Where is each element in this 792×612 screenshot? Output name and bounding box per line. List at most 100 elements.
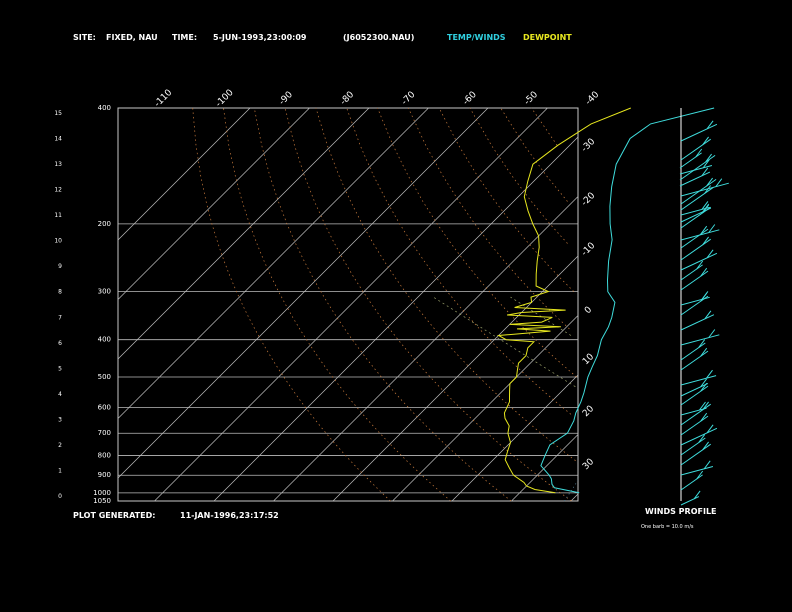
pressure-tick-label: 1000 xyxy=(93,489,111,497)
wind-barb xyxy=(680,466,714,476)
wind-barb xyxy=(680,238,711,261)
height-tick-label: 13 xyxy=(54,161,62,168)
wind-barb-flag xyxy=(700,378,707,388)
wind-barb xyxy=(680,437,706,456)
dry-adiabat-line xyxy=(223,107,452,502)
wind-barb-flag xyxy=(700,292,708,302)
wind-barb-flag xyxy=(702,441,709,451)
wind-barb-flag xyxy=(705,153,712,163)
top-temperature-tick-label: -80 xyxy=(339,90,357,108)
isotherm-line xyxy=(117,107,370,360)
wind-barb xyxy=(680,427,718,446)
isotherm-line xyxy=(117,107,310,300)
top-temperature-tick-label: -60 xyxy=(461,90,479,108)
plot-generated-label: PLOT GENERATED: xyxy=(73,511,155,520)
wind-barb xyxy=(680,342,706,361)
height-tick-label: 9 xyxy=(58,263,62,270)
wind-barb xyxy=(680,264,703,281)
profile-series xyxy=(496,107,715,494)
wind-barb xyxy=(680,415,709,436)
pressure-tick-label: 600 xyxy=(98,403,111,411)
dry-adiabat-line xyxy=(377,107,577,378)
wind-barb-flag xyxy=(708,329,716,338)
wind-barb-flag xyxy=(706,120,714,130)
plot-generated-value: 11-JAN-1996,23:17:52 xyxy=(180,511,279,520)
plot-area xyxy=(117,107,715,502)
isotherm-line xyxy=(117,107,251,241)
wind-barb-flag xyxy=(702,159,710,169)
isotherm-line xyxy=(154,107,548,502)
dry-adiabat-line xyxy=(284,107,572,502)
wind-barb xyxy=(680,295,709,316)
wind-barb-flag xyxy=(708,224,716,233)
right-temperature-tick-label: 0 xyxy=(583,305,594,316)
right-temperature-axis: -30 -20 -10 0 10 20 30 xyxy=(580,137,598,473)
site-value: FIXED, NAU xyxy=(106,33,158,42)
right-temperature-tick-label: 30 xyxy=(581,457,596,472)
wind-barb-flag xyxy=(700,412,708,422)
height-tick-label: 1 xyxy=(58,467,62,474)
wind-barb xyxy=(680,228,709,249)
wind-barb-flag xyxy=(696,260,704,270)
height-tick-label: 8 xyxy=(58,289,62,296)
top-temperature-tick-label: -110 xyxy=(153,88,175,110)
wind-barb xyxy=(679,165,713,175)
pressure-tick-label: 200 xyxy=(98,220,111,228)
wind-barb-flag xyxy=(706,177,713,187)
wind-barb xyxy=(680,350,709,371)
wind-barb xyxy=(680,375,717,386)
pressure-tick-label: 800 xyxy=(98,452,111,460)
isotherm-line xyxy=(213,136,579,502)
dry-adiabat-line xyxy=(407,107,570,330)
top-temperature-axis: -110 -100 -90 -80 -70 -60 -50 -40 xyxy=(153,88,602,110)
wind-barb-flag xyxy=(700,347,708,357)
wind-barb xyxy=(680,178,717,205)
wind-barb xyxy=(679,154,716,181)
legend-temp: TEMP/WINDS xyxy=(447,33,506,42)
dry-adiabat-line xyxy=(531,107,558,146)
height-tick-label: 5 xyxy=(58,365,62,372)
pressure-tick-label: 400 xyxy=(98,104,111,112)
wind-barb-flag xyxy=(702,401,709,411)
pressure-tick-label: 400 xyxy=(98,336,111,344)
dry-adiabat-line xyxy=(500,107,568,202)
top-temperature-tick-label: -40 xyxy=(584,90,602,108)
temperature-line xyxy=(540,107,715,494)
height-tick-label: 3 xyxy=(58,416,62,423)
file-name: (J6052300.NAU) xyxy=(343,33,414,42)
dry-adiabat-line xyxy=(438,107,575,292)
wind-barb-flag xyxy=(702,204,709,214)
wind-barb-flag xyxy=(704,310,712,320)
wind-barb xyxy=(680,474,703,491)
plot-frame xyxy=(117,107,579,502)
wind-barb-flag xyxy=(702,136,709,146)
mixing-ratio-lines xyxy=(564,480,579,502)
pressure-tick-label: 700 xyxy=(98,429,111,437)
wind-barb-flag xyxy=(700,267,708,277)
wind-barb xyxy=(680,206,711,229)
wind-barb-flag xyxy=(704,185,711,194)
moist-adiabats xyxy=(433,296,576,387)
wind-barb xyxy=(680,334,720,346)
height-tick-label: 2 xyxy=(58,442,62,449)
height-tick-label: 14 xyxy=(54,136,62,143)
height-tick-label: 7 xyxy=(58,314,62,321)
height-tick-label: 11 xyxy=(54,212,62,219)
wind-barb xyxy=(680,385,709,406)
wind-barb xyxy=(680,186,714,211)
dry-adiabat-line xyxy=(315,107,576,461)
wind-barb-flag xyxy=(715,178,723,187)
wind-barb-flag xyxy=(706,369,713,379)
wind-barb-flag xyxy=(699,401,706,411)
dry-adiabat-line xyxy=(192,107,391,502)
wind-barb-flag xyxy=(706,249,714,259)
wind-barb-flag xyxy=(700,225,708,235)
wind-barb xyxy=(680,138,711,161)
time-value: 5-JUN-1993,23:00:09 xyxy=(213,33,307,42)
wind-barb-flag xyxy=(701,201,709,210)
winds-profile-title: WINDS PROFILE xyxy=(645,507,717,516)
right-temperature-tick-label: -20 xyxy=(580,191,598,209)
dry-adiabats xyxy=(192,107,577,502)
